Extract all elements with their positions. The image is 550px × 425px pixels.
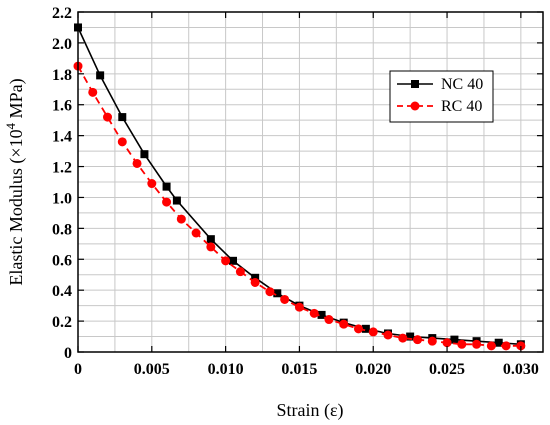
data-point-rc40 bbox=[442, 338, 452, 348]
x-tick-label: 0.015 bbox=[281, 361, 317, 378]
x-tick-label: 0 bbox=[74, 361, 82, 378]
y-tick-label: 0 bbox=[64, 345, 72, 362]
y-axis-title-superscript: 4 bbox=[3, 122, 18, 129]
data-point-rc40 bbox=[191, 228, 201, 238]
data-point-rc40 bbox=[427, 336, 437, 346]
y-tick-label: 1.4 bbox=[52, 129, 72, 146]
y-tick-label: 2.2 bbox=[52, 5, 72, 22]
legend-label-rc40: RC 40 bbox=[441, 98, 482, 115]
x-axis-title: Strain (ε) bbox=[276, 400, 343, 421]
y-tick-label: 0.8 bbox=[52, 221, 72, 238]
x-tick-label: 0.010 bbox=[208, 361, 244, 378]
series-layer bbox=[73, 23, 526, 351]
y-tick-label: 1.6 bbox=[52, 98, 72, 115]
series-rc40 bbox=[73, 61, 526, 351]
data-point-rc40 bbox=[457, 339, 467, 349]
y-tick-labels: 0 0.2 0.4 0.6 0.8 1.0 1.2 1.4 1.6 1.8 2.0 2.2 bbox=[52, 5, 72, 362]
data-point-rc40 bbox=[235, 267, 245, 277]
data-point-rc40 bbox=[147, 179, 157, 189]
data-point-nc40 bbox=[406, 332, 415, 341]
y-tick-label: 1.2 bbox=[52, 160, 72, 177]
data-point-rc40 bbox=[339, 319, 349, 329]
data-point-nc40 bbox=[140, 150, 149, 159]
y-tick-label: 2.0 bbox=[52, 36, 72, 53]
data-point-rc40 bbox=[324, 315, 334, 325]
data-point-rc40 bbox=[294, 302, 304, 312]
data-point-rc40 bbox=[309, 308, 319, 318]
data-point-rc40 bbox=[501, 341, 511, 351]
x-tick-label: 0.030 bbox=[503, 361, 539, 378]
data-point-rc40 bbox=[221, 256, 231, 266]
data-point-nc40 bbox=[96, 71, 105, 80]
y-axis-title-main: Elastic Modulus (×10 bbox=[6, 129, 27, 285]
data-point-rc40 bbox=[265, 287, 275, 297]
data-point-rc40 bbox=[176, 214, 186, 224]
data-point-rc40 bbox=[132, 158, 142, 168]
y-tick-label: 0.6 bbox=[52, 252, 72, 269]
ticks bbox=[77, 11, 543, 353]
x-tick-label: 0.020 bbox=[355, 361, 391, 378]
y-axis-title: Elastic Modulus (×104 MPa) bbox=[3, 78, 27, 285]
data-point-rc40 bbox=[250, 277, 260, 287]
data-point-rc40 bbox=[413, 335, 423, 345]
legend-marker-rc40 bbox=[410, 101, 420, 111]
data-point-rc40 bbox=[516, 341, 526, 351]
plot-frame bbox=[77, 11, 544, 353]
data-point-nc40 bbox=[273, 289, 282, 298]
y-tick-label: 1.8 bbox=[52, 67, 72, 84]
x-tick-label: 0.025 bbox=[429, 361, 465, 378]
data-point-nc40 bbox=[229, 256, 237, 265]
data-point-nc40 bbox=[251, 273, 260, 282]
data-point-rc40 bbox=[486, 341, 496, 351]
data-point-nc40 bbox=[450, 335, 459, 344]
data-point-rc40 bbox=[353, 324, 363, 334]
data-point-rc40 bbox=[472, 339, 482, 349]
y-tick-label: 0.4 bbox=[52, 283, 72, 300]
legend: NC 40 RC 40 bbox=[389, 70, 494, 123]
y-axis-title-unit: MPa) bbox=[6, 78, 27, 123]
legend-box bbox=[389, 70, 494, 123]
data-point-rc40 bbox=[117, 137, 127, 147]
data-point-rc40 bbox=[103, 112, 113, 122]
data-point-rc40 bbox=[162, 197, 172, 207]
legend-marker-nc40 bbox=[411, 80, 419, 88]
x-tick-labels: 0 0.005 0.010 0.015 0.020 0.025 0.030 bbox=[74, 361, 539, 378]
legend-label-nc40: NC 40 bbox=[441, 76, 483, 93]
data-point-rc40 bbox=[206, 242, 216, 252]
y-tick-label: 1.0 bbox=[52, 190, 72, 207]
y-tick-label: 0.2 bbox=[52, 314, 72, 331]
data-point-nc40 bbox=[162, 182, 171, 191]
data-point-nc40 bbox=[206, 235, 215, 244]
data-point-nc40 bbox=[361, 324, 370, 333]
data-point-nc40 bbox=[118, 113, 127, 122]
data-point-nc40 bbox=[172, 196, 181, 205]
data-point-nc40 bbox=[494, 338, 503, 347]
x-tick-label: 0.005 bbox=[134, 361, 170, 378]
data-point-nc40 bbox=[317, 310, 326, 319]
data-point-rc40 bbox=[368, 327, 378, 337]
data-point-rc40 bbox=[383, 330, 393, 340]
data-point-rc40 bbox=[88, 87, 98, 97]
data-point-rc40 bbox=[398, 333, 408, 343]
data-point-rc40 bbox=[280, 294, 290, 304]
